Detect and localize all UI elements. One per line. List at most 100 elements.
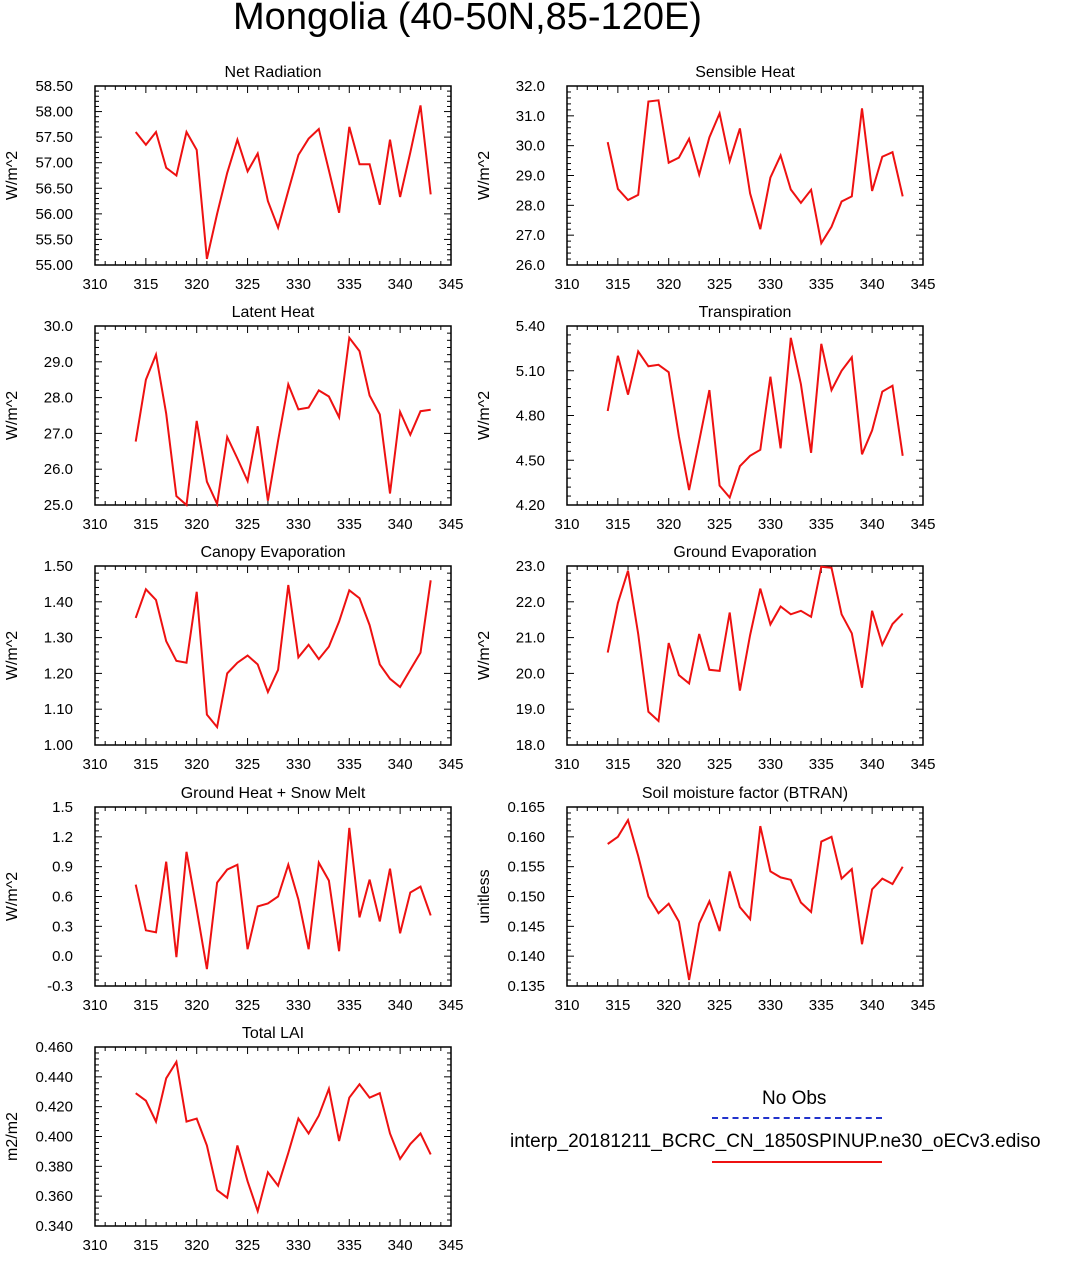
x-tick-label: 340 [388,276,413,293]
y-axis-label: W/m^2 [476,631,493,680]
chart-panel: 310 315 320 325 330 335 340 345 55.00 55.50 56.00 5… [4,64,464,293]
plot-frame [566,325,924,506]
x-tick-label: 335 [337,276,362,293]
y-tick-label: 1.50 [44,558,73,575]
y-tick-label: 56.00 [35,206,73,223]
y-tick-label: 0.145 [507,918,545,935]
x-tick-label: 330 [758,997,783,1014]
y-axis-label: m2/m2 [4,1112,21,1161]
x-tick-label: 325 [707,276,732,293]
y-tick-label: 4.20 [516,497,545,514]
y-axis-label: W/m^2 [4,631,21,680]
y-tick-label: 18.0 [516,737,545,754]
page-title: Mongolia (40-50N,85-120E) [233,0,702,38]
x-tick-label: 315 [605,276,630,293]
y-axis-label: unitless [476,869,493,923]
x-tick-label: 335 [809,997,834,1014]
y-tick-label: 58.00 [35,104,73,121]
x-tick-label: 315 [605,756,630,773]
chart-panel: 310 315 320 325 330 335 340 345 1.00 1.10 1.20 1.30… [4,544,464,773]
y-axis-label: W/m^2 [4,872,21,921]
x-tick-label: 315 [605,997,630,1014]
x-tick-label: 325 [235,1237,260,1254]
x-tick-label: 330 [286,516,311,533]
x-tick-label: 315 [133,516,158,533]
x-tick-label: 310 [82,756,107,773]
plot-frame [566,565,924,746]
x-tick-label: 335 [809,516,834,533]
x-tick-label: 345 [910,756,935,773]
x-tick-label: 310 [82,276,107,293]
x-tick-label: 345 [438,276,463,293]
plot-frame [94,565,452,746]
x-tick-label: 340 [388,1237,413,1254]
x-tick-label: 330 [286,997,311,1014]
legend-model-label: interp_20181211_BCRC_CN_1850SPINUP.ne30_… [510,1131,1041,1152]
panel-title: Transpiration [699,304,792,321]
x-tick-label: 345 [438,997,463,1014]
y-tick-label: 0.160 [507,829,545,846]
x-tick-label: 320 [656,756,681,773]
x-tick-label: 345 [910,997,935,1014]
x-tick-label: 335 [337,997,362,1014]
x-tick-label: 345 [910,516,935,533]
x-tick-label: 320 [184,276,209,293]
x-tick-label: 325 [235,276,260,293]
series-line [134,335,431,508]
panel-title: Ground Heat + Snow Melt [181,785,366,802]
x-tick-label: 340 [860,756,885,773]
y-tick-label: 57.50 [35,129,73,146]
y-tick-label: 55.50 [35,231,73,248]
x-tick-label: 330 [286,276,311,293]
y-tick-label: 28.0 [44,390,73,407]
plot-frame [94,85,452,266]
x-tick-label: 330 [758,516,783,533]
series-line [135,1059,432,1215]
x-tick-label: 335 [337,756,362,773]
x-tick-label: 320 [656,516,681,533]
x-tick-label: 335 [337,516,362,533]
y-tick-label: 0.155 [507,859,545,876]
y-axis-label: W/m^2 [476,391,493,440]
y-tick-label: 0.400 [35,1129,73,1146]
y-tick-label: 0.135 [507,978,545,995]
x-tick-label: 310 [554,276,579,293]
panel-title: Total LAI [242,1025,304,1042]
chart-panel: 310 315 320 325 330 335 340 345 0.340 0.360 0.380 0… [4,1025,464,1254]
panel-title: Soil moisture factor (BTRAN) [642,785,848,802]
x-tick-label: 315 [133,997,158,1014]
y-tick-label: 0.9 [52,859,73,876]
y-tick-label: 55.00 [35,257,73,274]
x-tick-label: 330 [758,756,783,773]
y-tick-label: 4.50 [516,452,545,469]
y-tick-label: 21.0 [516,630,545,647]
y-tick-label: 0.140 [507,948,545,965]
x-tick-label: 315 [133,276,158,293]
y-tick-label: 20.0 [516,665,545,682]
y-tick-label: 27.0 [44,425,73,442]
panel-title: Ground Evaporation [673,544,816,561]
x-tick-label: 340 [388,997,413,1014]
plot-frame [94,1046,452,1227]
y-tick-label: 0.6 [52,889,73,906]
x-tick-label: 345 [438,756,463,773]
y-tick-label: 1.10 [44,701,73,718]
y-tick-label: 0.460 [35,1039,73,1056]
chart-panel: 310 315 320 325 330 335 340 345 -0.3 0.0 0.3 0.6 0.9… [4,785,464,1014]
chart-panel: 310 315 320 325 330 335 340 345 4.20 4.50 4.80 5.10… [476,304,936,533]
x-tick-label: 330 [286,1237,311,1254]
y-axis-label: W/m^2 [4,151,21,200]
y-tick-label: 1.00 [44,737,73,754]
x-tick-label: 320 [184,516,209,533]
x-tick-label: 345 [438,1237,463,1254]
series-line [606,565,904,724]
y-tick-label: 5.40 [516,318,545,335]
x-tick-label: 325 [235,997,260,1014]
y-tick-label: 23.0 [516,558,545,575]
y-tick-label: 58.50 [35,78,73,95]
y-tick-label: 0.0 [52,948,73,965]
y-tick-label: 28.0 [516,197,545,214]
plot-frame [94,325,452,506]
y-tick-label: 22.0 [516,594,545,611]
x-tick-label: 325 [707,756,732,773]
